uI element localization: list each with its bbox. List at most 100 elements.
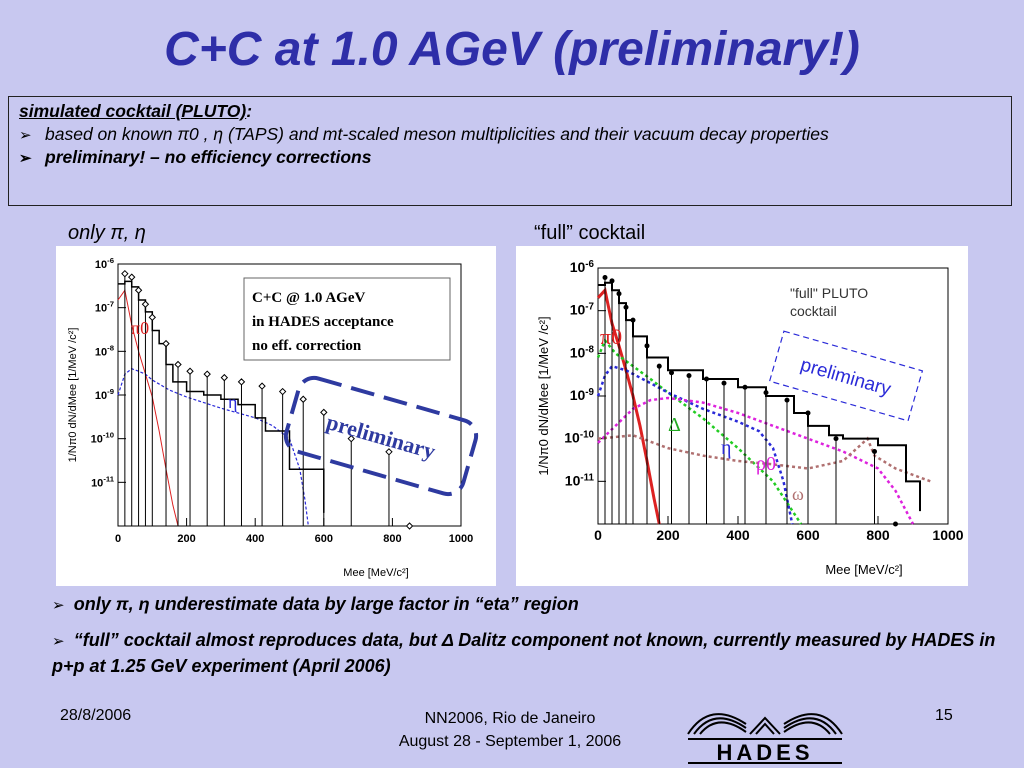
data-point (704, 376, 709, 382)
slide-title: C+C at 1.0 AGeV (preliminary!) (164, 23, 860, 76)
x-tick-label: 1000 (449, 533, 473, 545)
conclusion-text: “full” cocktail almost reproduces data, … (52, 630, 996, 676)
data-point (162, 339, 170, 348)
data-point (148, 313, 157, 322)
data-point (405, 522, 414, 530)
left-chart-panel: 0 200 400 600 800 1000 10-6 10-7 10-8 10-9 10-10 10… (56, 246, 496, 586)
x-tick-label: 0 (115, 533, 121, 545)
y-tick-label: 10-6 (95, 256, 114, 271)
conclusion-item: ➢ “full” cocktail almost reproduces data… (52, 628, 1012, 679)
data-point (186, 367, 194, 375)
x-tick-label: 600 (796, 527, 820, 543)
footer-conference-dates: August 28 - September 1, 2006 (398, 733, 622, 750)
annotation-line: cocktail (790, 303, 837, 319)
y-tick-label: 10-10 (91, 431, 114, 446)
data-point (134, 286, 143, 294)
data-point (385, 448, 393, 456)
rho-label: ρ0 (756, 453, 776, 475)
data-point (616, 291, 622, 297)
y-tick-label: 10-8 (95, 343, 115, 358)
info-box: simulated cocktail (PLUTO): ➢ based on k… (8, 96, 1012, 206)
x-tick-label: 400 (246, 533, 264, 545)
page-number: 15 (935, 707, 953, 724)
x-tick-label: 800 (383, 533, 401, 545)
data-point (686, 373, 692, 379)
arrow-bullet-icon: ➢ (19, 150, 32, 167)
series-line-Δ (596, 338, 803, 525)
eta-label: η (721, 437, 731, 459)
data-point (833, 436, 839, 442)
data-point (644, 343, 650, 349)
y-tick-label: 10-9 (95, 387, 114, 402)
eta-label: η (228, 392, 237, 412)
data-point (220, 373, 229, 382)
y-tick-label: 10-7 (95, 300, 114, 315)
left-chart: 0 200 400 600 800 1000 10-6 10-7 10-8 10-9 10-10 10… (67, 256, 479, 579)
data-point (174, 360, 182, 369)
box-bullet-text: preliminary! – no efficiency corrections (45, 147, 372, 167)
hades-logo-arches-icon (687, 713, 843, 735)
left-plot-label: only π, η (68, 222, 146, 244)
preliminary-stamp: preliminary (283, 375, 479, 497)
box-heading-colon: : (246, 101, 253, 121)
y-tick-label: 10-8 (570, 344, 595, 360)
delta-label: Δ (668, 414, 681, 436)
box-bullet: ➢ preliminary! – no efficiency correctio… (19, 147, 1001, 168)
data-point (320, 408, 328, 417)
data-point (602, 274, 608, 280)
box-heading: simulated cocktail (PLUTO) (19, 101, 247, 121)
box-bullet: ➢ based on known π0 , η (TAPS) and mt-sc… (19, 124, 1001, 145)
x-axis-title: Mee [MeV/c²] (343, 567, 408, 579)
data-point (623, 304, 629, 310)
data-point (763, 390, 769, 396)
y-axis-title: 1/Nπ0 dN/dMee [1/MeV /c²] (536, 316, 551, 475)
y-tick-label: 10-11 (565, 472, 595, 488)
series-line-η (117, 368, 309, 527)
y-tick-label: 10-9 (570, 387, 595, 403)
data-point (656, 363, 662, 369)
annotation-line: in HADES acceptance (252, 314, 394, 330)
data-point (299, 395, 307, 403)
pi0-label: π0 (131, 318, 149, 338)
y-tick-label: 10-6 (570, 259, 595, 275)
x-tick-label: 800 (866, 527, 890, 543)
series-line-ω (597, 434, 931, 483)
arrow-bullet-icon: ➢ (52, 633, 69, 650)
y-tick-label: 10-10 (564, 430, 594, 446)
right-chart-panel: 0 200 400 600 800 1000 10-6 10-7 10-8 10-9 10-10 10… (516, 246, 968, 586)
data-point (237, 378, 246, 386)
x-tick-label: 0 (594, 527, 602, 543)
data-point (347, 434, 355, 443)
footer-date: 28/8/2006 (60, 707, 132, 724)
hades-logo: HADES (687, 713, 843, 765)
series-line-π0 (117, 289, 179, 527)
data-point (721, 380, 727, 386)
box-bullet-text: based on known π0 , η (TAPS) and mt-scal… (45, 124, 829, 144)
arrow-bullet-icon: ➢ (19, 127, 32, 144)
y-tick-label: 10-7 (570, 302, 595, 318)
data-point (742, 384, 748, 390)
omega-label: ω (792, 484, 804, 504)
conclusion-list: ➢ only π, η underestimate data by large … (52, 592, 1012, 689)
y-axis-title: 1/Nπ0 dN/dMee [1/MeV /c²] (67, 328, 79, 463)
x-tick-label: 200 (177, 533, 195, 545)
arrow-bullet-icon: ➢ (52, 597, 69, 614)
x-tick-label: 400 (726, 527, 750, 543)
series-sum-line (598, 281, 921, 512)
conclusion-item: ➢ only π, η underestimate data by large … (52, 592, 1012, 618)
data-point (872, 449, 877, 455)
series-line-π0 (596, 287, 661, 525)
hades-logo-text: HADES (716, 740, 813, 765)
data-point (203, 370, 211, 378)
preliminary-stamp: preliminary (768, 330, 924, 422)
data-point (630, 317, 636, 323)
annotation-line: "full" PLUTO (790, 285, 868, 301)
data-point (669, 370, 674, 376)
annotation-box (243, 277, 451, 361)
pi0-label: π0 (600, 324, 622, 349)
data-point (128, 273, 136, 281)
data-point (609, 278, 615, 284)
stamp-border (283, 375, 479, 497)
series-line-η (596, 364, 794, 525)
footer-conference: NN2006, Rio de Janeiro August 28 - Septe… (340, 707, 680, 753)
